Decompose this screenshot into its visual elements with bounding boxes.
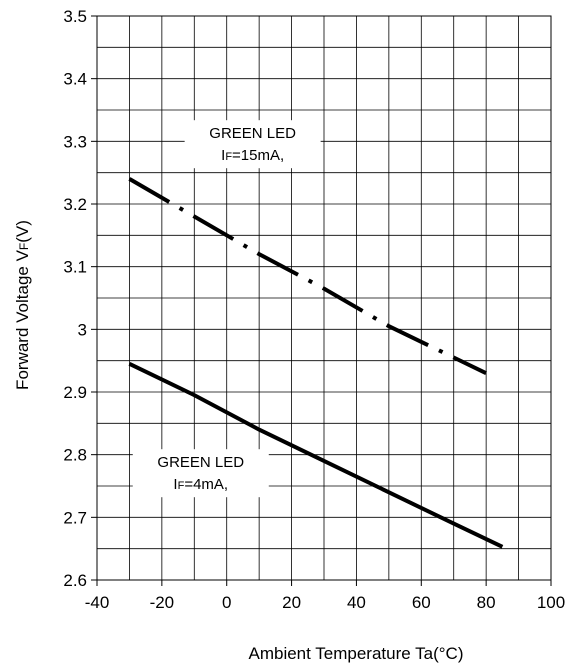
- annotation-line2-main: I: [173, 476, 177, 493]
- y-axis-title: Forward Voltage VF(V): [13, 220, 32, 390]
- y-axis-title-sub: F: [17, 243, 31, 250]
- y-tick-label: 3.4: [63, 70, 87, 89]
- x-tick-label: 80: [477, 593, 496, 612]
- annotation-background: [184, 120, 321, 169]
- x-tick-label: 40: [347, 593, 366, 612]
- annotation-label: GREEN LED IF=15mA,: [184, 120, 321, 169]
- x-tick-label: 20: [282, 593, 301, 612]
- grid: [96, 15, 552, 581]
- y-tick-label: 3.5: [63, 7, 87, 26]
- y-axis-title-main: Forward Voltage V: [13, 249, 32, 390]
- series: [128, 177, 504, 549]
- x-axis-title: Ambient Temperature Ta(°C): [249, 644, 464, 663]
- annotation-line2: IF=4mA,: [173, 476, 228, 493]
- annotation-background: [132, 449, 269, 498]
- annotation-line2-sub: F: [178, 480, 185, 492]
- annotation-label: GREEN LED IF=4mA,: [132, 449, 269, 498]
- x-tick-label: -40: [85, 593, 110, 612]
- ticks: -40 -20 0 20 40 60 80 100 2.6 2.7 2.8 2.9 3 3.1 3.2 3.3…: [63, 7, 565, 612]
- plot-frame: [96, 15, 552, 581]
- annotation-line2-tail: =15mA,: [232, 147, 284, 164]
- annotation-line1: GREEN LED: [209, 125, 296, 142]
- annotation-line2-sub: F: [225, 151, 232, 163]
- series-line-dash-dot: [128, 177, 487, 375]
- x-tick-label: 60: [412, 593, 431, 612]
- annotation-line2-main: I: [221, 147, 225, 164]
- y-tick-label: 2.7: [63, 508, 87, 527]
- annotation-line2: IF=15mA,: [221, 147, 284, 164]
- annotation-line1: GREEN LED: [157, 454, 244, 471]
- y-tick-label: 3.3: [63, 132, 87, 151]
- y-tick-label: 2.6: [63, 571, 87, 590]
- y-tick-label: 2.9: [63, 383, 87, 402]
- y-axis-title-tail: (V): [13, 220, 32, 243]
- series-line-solid: [128, 361, 504, 549]
- annotation-line2-tail: =4mA,: [184, 476, 228, 493]
- y-tick-label: 2.8: [63, 446, 87, 465]
- x-tick-label: -20: [150, 593, 175, 612]
- x-tick-label: 0: [222, 593, 231, 612]
- y-tick-label: 3.1: [63, 258, 87, 277]
- x-tick-label: 100: [537, 593, 565, 612]
- y-tick-label: 3.2: [63, 195, 87, 214]
- y-tick-label: 3: [78, 320, 87, 339]
